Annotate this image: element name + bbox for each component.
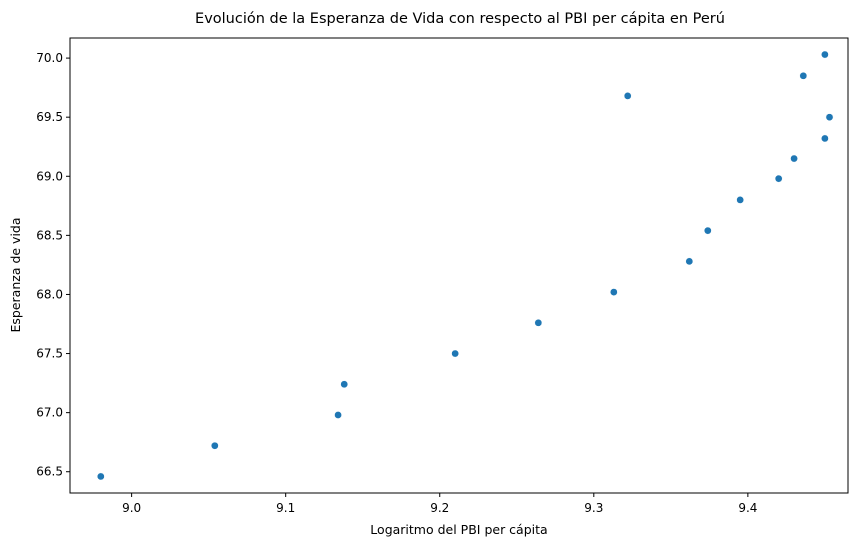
data-point [623, 92, 632, 100]
data-point [534, 318, 543, 327]
data-point [334, 411, 342, 419]
data-point [96, 472, 105, 481]
data-point [736, 196, 745, 204]
y-axis-ticks: 66.5 67.0 67.5 68.0 68.5 69.0 69.5 70.0 [36, 51, 70, 479]
data-point [340, 380, 349, 389]
data-point [210, 441, 219, 450]
data-point [609, 288, 618, 296]
data-point [799, 71, 808, 80]
x-tick-label: 9.0 [122, 501, 141, 515]
x-tick-label: 9.4 [738, 501, 757, 515]
x-axis-label: Logaritmo del PBI per cápita [370, 522, 547, 537]
chart-title: Evolución de la Esperanza de Vida con re… [195, 11, 725, 27]
data-point [825, 113, 834, 122]
data-point [451, 349, 459, 358]
plot-area-frame [69, 37, 849, 494]
y-tick-label: 68.0 [36, 287, 63, 301]
y-tick-label: 69.5 [36, 110, 63, 124]
data-point [703, 226, 712, 235]
y-tick-label: 69.0 [36, 169, 63, 183]
data-point [790, 154, 798, 163]
x-tick-label: 9.1 [276, 501, 295, 515]
y-tick-label: 67.5 [36, 347, 63, 361]
x-axis-ticks: 9.0 9.1 9.2 9.3 9.4 [122, 493, 757, 515]
data-points [96, 50, 834, 481]
y-tick-label: 67.0 [36, 406, 63, 420]
y-tick-label: 70.0 [36, 51, 63, 65]
data-point [685, 257, 694, 266]
data-point [821, 134, 829, 143]
x-tick-label: 9.2 [430, 501, 449, 515]
y-tick-label: 66.5 [36, 465, 63, 479]
y-tick-label: 68.5 [36, 228, 63, 242]
data-point [821, 50, 829, 59]
y-axis-label: Esperanza de vida [8, 217, 23, 332]
x-tick-label: 9.3 [584, 501, 603, 515]
data-point [774, 174, 783, 183]
